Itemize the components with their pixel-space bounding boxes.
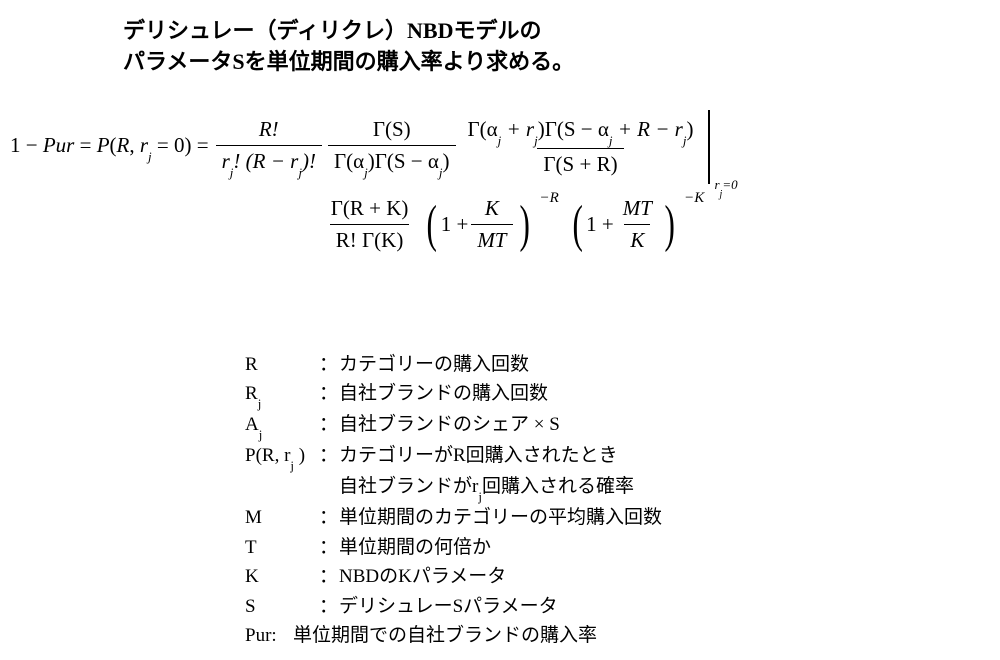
term3-fraction: Γ(αj + rj)Γ(S − αj + R − rj) Γ(S + R): [462, 117, 700, 177]
term2-fraction: Γ(S) Γ(αj)Γ(S − αj): [328, 117, 456, 177]
title-block: デリシュレー（ディリクレ）NBDモデルの パラメータSを単位期間の購入率より求め…: [123, 16, 574, 78]
legend-row-PRrj: P(R, rj ) ： カテゴリーがR回購入されたとき: [245, 441, 662, 472]
legend-row-K: K ： NBDのKパラメータ: [245, 562, 662, 591]
term2-den: Γ(αj)Γ(S − αj): [328, 145, 456, 177]
term2-num: Γ(S): [367, 117, 417, 145]
term1-den: rj! (R − rj)!: [216, 145, 322, 177]
formula-row-2: Γ(R + K) R! Γ(K) ( 1 + K MT ) −R ( 1 + M…: [10, 196, 990, 253]
term1-num: R!: [253, 117, 285, 145]
legend-row-S: S ： デリシュレーSパラメータ: [245, 592, 662, 621]
legend-block: R ： カテゴリーの購入回数 Rj ： 自社ブランドの購入回数 Aj ： 自社ブ…: [245, 350, 662, 650]
term1-fraction: R! rj! (R − rj)!: [216, 117, 322, 177]
legend-row-M: M ： 単位期間のカテゴリーの平均購入回数: [245, 503, 662, 532]
legend-row-Aj: Aj ： 自社ブランドのシェア × S: [245, 410, 662, 441]
row2-fraction: Γ(R + K) R! Γ(K): [325, 196, 415, 253]
title-line-2: パラメータSを単位期間の購入率より求める。: [123, 47, 574, 78]
title-line-1: デリシュレー（ディリクレ）NBDモデルの: [123, 16, 574, 47]
legend-row-Rj: Rj ： 自社ブランドの購入回数: [245, 379, 662, 410]
legend-row-PRrj-2: 自社ブランドがrj回購入される確率: [245, 472, 662, 503]
eval-bar: rj=0: [708, 110, 710, 184]
formula-area: 1 − Pur = P(R, rj = 0) = R! rj! (R − rj)…: [10, 110, 990, 253]
legend-row-Pur: Pur: 単位期間での自社ブランドの購入率: [245, 621, 662, 650]
eval-subscript: rj=0: [714, 177, 737, 196]
term3-den: Γ(S + R): [537, 148, 623, 177]
lhs: 1 − Pur = P(R, rj = 0) =: [10, 133, 209, 161]
legend-row-R: R ： カテゴリーの購入回数: [245, 350, 662, 379]
term3-num: Γ(αj + rj)Γ(S − αj + R − rj): [462, 117, 700, 148]
legend-row-T: T ： 単位期間の何倍か: [245, 533, 662, 562]
row2-paren1: ( 1 + K MT ) −R: [423, 196, 532, 253]
row2-paren2: ( 1 + MT K ) −K: [569, 196, 678, 253]
formula-row-1: 1 − Pur = P(R, rj = 0) = R! rj! (R − rj)…: [10, 110, 990, 184]
